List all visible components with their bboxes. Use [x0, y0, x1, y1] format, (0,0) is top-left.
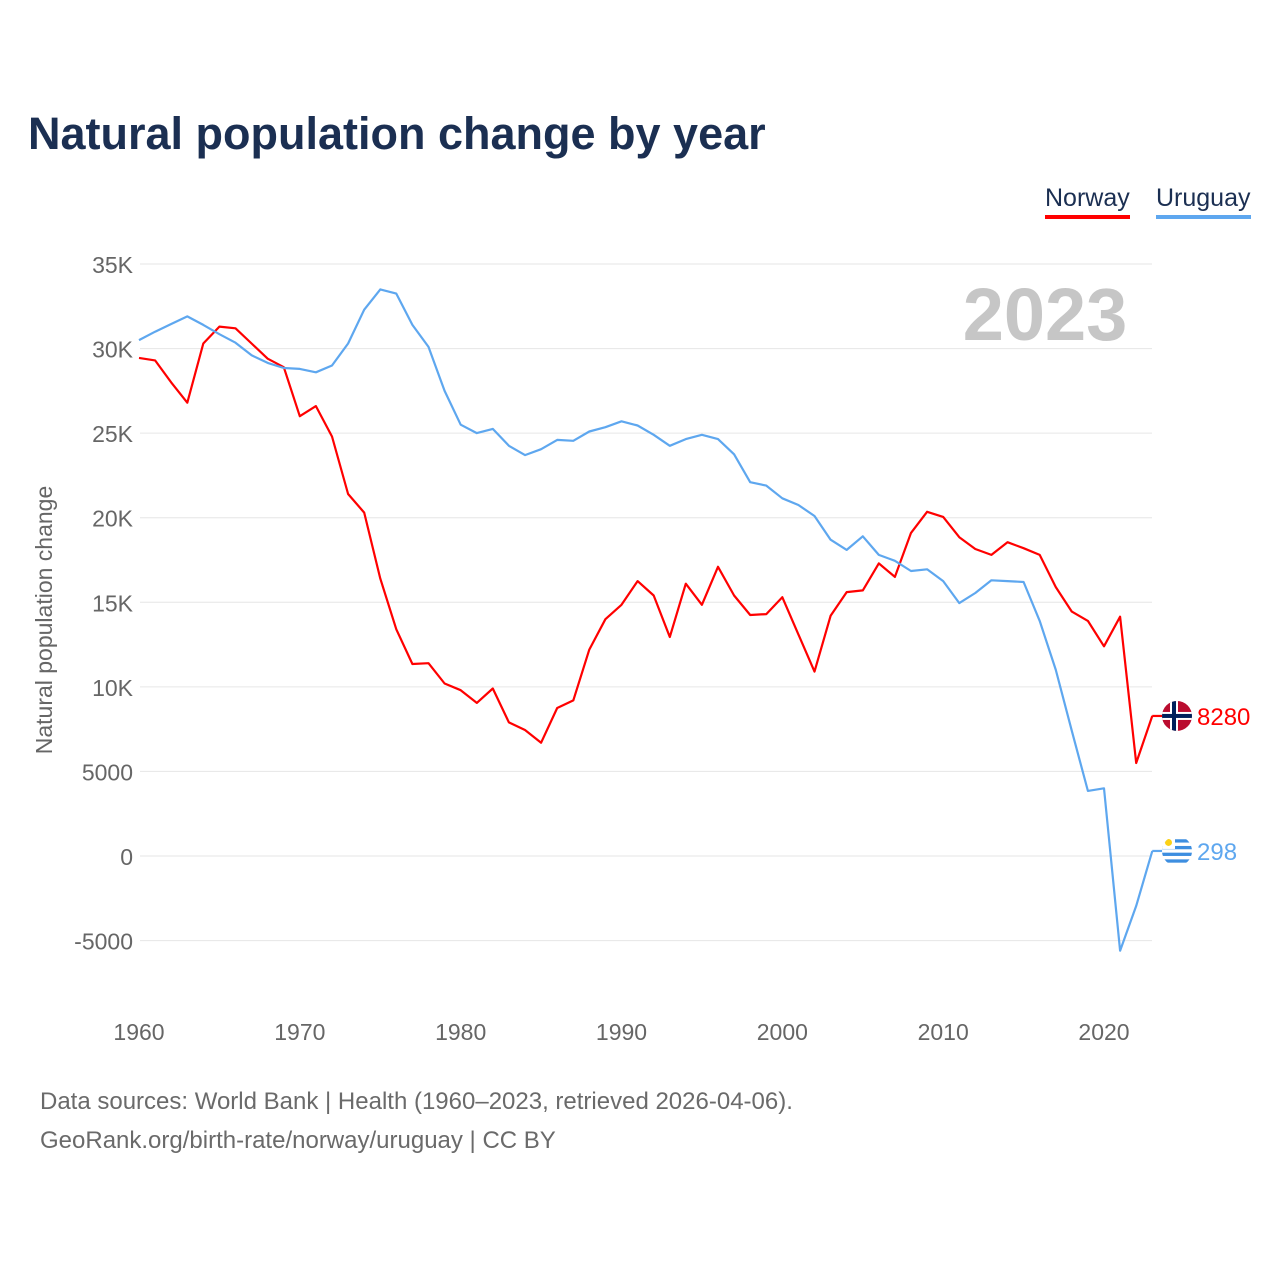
flag-stripe: [1162, 839, 1192, 843]
flag-stripe: [1162, 852, 1192, 856]
flag: [1162, 700, 1192, 731]
y-tick-label: 30K: [92, 337, 134, 363]
footer-sources: Data sources: World Bank | Health (1960–…: [40, 1088, 793, 1115]
legend-uruguay[interactable]: Uruguay: [1156, 184, 1251, 219]
y-tick-label: 35K: [92, 252, 134, 278]
flag-stripe: [1162, 845, 1192, 850]
y-tick-label: 0: [120, 844, 133, 870]
x-tick-label: 1980: [435, 1019, 486, 1045]
series-line-norway: [138, 325, 1154, 765]
norway-flag-icon: [1162, 700, 1192, 731]
y-tick-label: 5000: [82, 759, 133, 785]
x-tick-label: 2020: [1078, 1019, 1129, 1045]
legend-norway[interactable]: Norway: [1045, 184, 1130, 219]
chart-title: Natural population change by year: [28, 108, 766, 159]
y-tick-label: 15K: [92, 590, 134, 616]
end-value-label: 8280: [1197, 704, 1250, 731]
flag-stripe: [1162, 859, 1192, 863]
flag-sun: [1165, 838, 1172, 846]
x-tick-label: 1990: [596, 1019, 647, 1045]
footer-link[interactable]: GeoRank.org/birth-rate/norway/uruguay | …: [40, 1127, 556, 1154]
x-tick-label: 2000: [757, 1019, 808, 1045]
y-tick-label: 25K: [92, 421, 134, 447]
y-tick-label: 20K: [92, 506, 134, 532]
x-tick-label: 1970: [274, 1019, 325, 1045]
end-value-label: 298: [1197, 839, 1237, 866]
series-line-uruguay: [138, 288, 1154, 952]
y-tick-label: -5000: [74, 929, 133, 955]
flag: [1162, 835, 1192, 866]
x-tick-label: 1960: [113, 1019, 164, 1045]
year-badge: 2023: [963, 273, 1128, 356]
y-tick-label: 10K: [92, 675, 134, 701]
y-axis-label: Natural population change: [31, 486, 57, 755]
flag-cross: [1162, 713, 1192, 718]
uruguay-flag-icon: [1162, 835, 1192, 866]
x-tick-label: 2010: [918, 1019, 969, 1045]
